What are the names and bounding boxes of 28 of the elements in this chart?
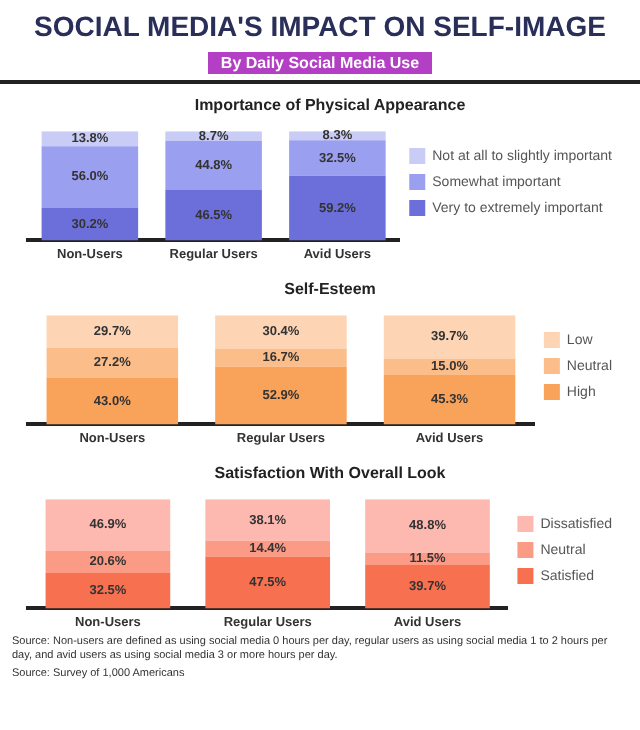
bar	[215, 348, 347, 367]
bar	[41, 146, 139, 208]
bar	[215, 366, 347, 425]
bar	[46, 377, 179, 425]
bar	[383, 315, 516, 359]
chart-title: Self-Esteem	[284, 280, 376, 299]
bar	[45, 550, 171, 573]
bar	[45, 572, 171, 609]
bar	[365, 552, 490, 566]
bar	[215, 315, 347, 349]
bar	[289, 175, 386, 241]
bar	[45, 499, 171, 551]
bar	[165, 189, 262, 241]
bar	[365, 565, 490, 609]
bar	[46, 315, 179, 348]
bar	[46, 347, 179, 378]
text: SOCIAL MEDIA'S IMPACT ON SELF-IMAGE	[32, 10, 608, 42]
bar	[205, 499, 331, 541]
chart-title: Satisfaction With Overall Look	[214, 464, 447, 483]
bar	[41, 207, 139, 241]
bar	[383, 374, 516, 425]
bar	[165, 140, 262, 190]
text: By Daily Social Media Use	[208, 52, 432, 74]
bar	[365, 499, 490, 553]
chart-title: Importance of Physical Appearance	[194, 96, 467, 115]
bar	[205, 556, 331, 609]
bar	[205, 540, 331, 557]
bar	[289, 140, 386, 176]
